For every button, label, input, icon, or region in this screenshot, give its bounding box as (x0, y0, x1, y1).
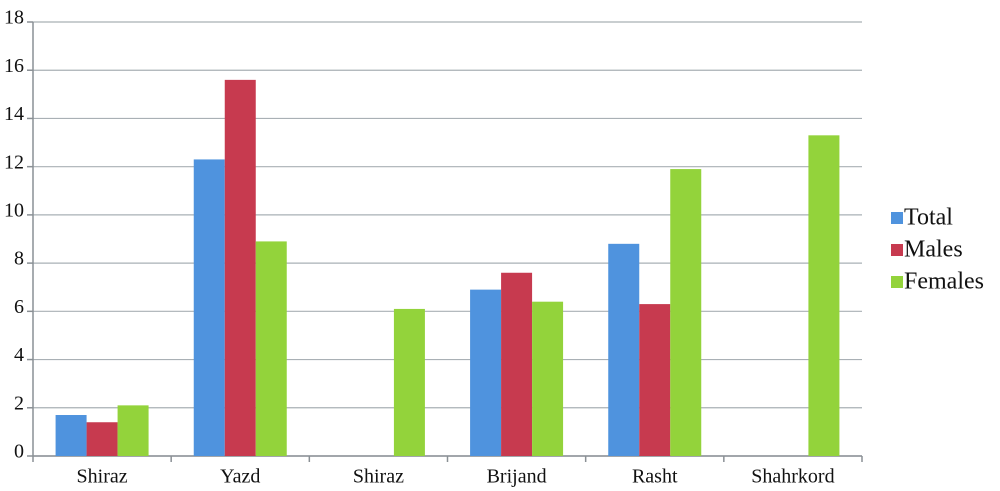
legend-swatch (891, 212, 903, 224)
legend-label: Females (904, 269, 984, 295)
y-tick-label: 16 (4, 55, 24, 77)
y-tick-label: 12 (4, 151, 24, 173)
bar (224, 79, 256, 456)
x-tick-label: Shiraz (77, 466, 128, 488)
bar (193, 159, 225, 456)
x-tick-label: Yazd (220, 466, 260, 488)
bar (55, 415, 87, 456)
bar (86, 422, 118, 456)
bar (639, 304, 671, 456)
legend-label: Males (904, 237, 963, 263)
x-tick-label: Shahrkord (751, 466, 834, 488)
y-tick-label: 10 (4, 199, 24, 221)
y-tick-label: 2 (14, 392, 24, 414)
bar (808, 135, 840, 457)
legend-label: Total (904, 205, 953, 231)
y-tick-label: 6 (14, 296, 24, 318)
bar (117, 405, 149, 456)
x-tick-label: Brijand (487, 466, 547, 488)
bar (670, 169, 702, 457)
legend-swatch (891, 244, 903, 256)
y-tick-label: 8 (14, 248, 24, 270)
bar (255, 241, 287, 456)
x-tick-label: Shiraz (353, 466, 404, 488)
bar (470, 289, 502, 456)
bar (501, 272, 533, 456)
y-tick-label: 0 (14, 441, 24, 463)
bar (608, 243, 640, 456)
y-tick-label: 14 (4, 103, 24, 125)
y-tick-label: 18 (4, 7, 24, 29)
x-tick-label: Rasht (632, 466, 678, 488)
legend-swatch (891, 276, 903, 288)
bar (532, 301, 564, 456)
bar (393, 308, 425, 456)
y-tick-label: 4 (14, 344, 24, 366)
